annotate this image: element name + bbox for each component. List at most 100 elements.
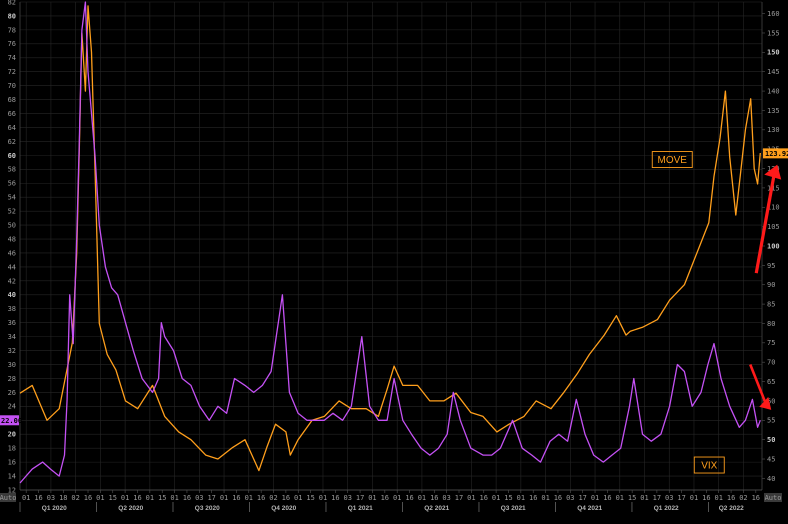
x-tick-label: 01 — [591, 494, 599, 502]
x-tick-label: 02 — [739, 494, 747, 502]
x-tick-label: 01 — [368, 494, 376, 502]
plot-area — [19, 1, 761, 484]
left-auto-box — [0, 493, 16, 502]
x-tick-label: 03 — [442, 494, 450, 502]
left-tick-label: 56 — [8, 180, 16, 188]
left-tick-label: 80 — [8, 12, 16, 20]
right-tick-label: 140 — [767, 87, 780, 95]
x-tick-label: 02 — [269, 494, 277, 502]
left-tick-label: 50 — [8, 221, 16, 229]
x-tick-label: 01 — [393, 494, 401, 502]
legend-vix-label: VIX — [701, 461, 717, 472]
left-tick-label: 70 — [8, 82, 16, 90]
left-tick-label: 54 — [8, 194, 16, 202]
annotations: 123.92 22.00 MOVE VIX — [0, 148, 788, 474]
left-tick-label: 44 — [8, 263, 16, 271]
quarter-label: Q4 2020 — [271, 505, 296, 512]
quarter-label: Q3 2020 — [195, 505, 220, 512]
left-tick-label: 82 — [8, 0, 16, 6]
x-tick-label: 17 — [653, 494, 661, 502]
left-tick-label: 40 — [8, 291, 16, 299]
series-line-move — [19, 5, 761, 472]
quarter-label: Q1 2021 — [348, 505, 373, 512]
left-tick-label: 78 — [8, 26, 16, 34]
vix-last-value-tag — [0, 415, 19, 426]
quarter-label: Q2 2021 — [424, 505, 449, 512]
left-tick-label: 68 — [8, 96, 16, 104]
left-tick-label: 66 — [8, 110, 16, 118]
x-tick-label: 01 — [146, 494, 154, 502]
left-tick-label: 28 — [8, 375, 16, 383]
left-tick-label: 62 — [8, 138, 16, 146]
x-tick-label: 16 — [232, 494, 240, 502]
x-tick-label: 03 — [195, 494, 203, 502]
x-tick-label: 16 — [133, 494, 141, 502]
x-tick-label: 01 — [492, 494, 500, 502]
arrow-down-head — [759, 396, 772, 410]
x-tick-label: 16 — [405, 494, 413, 502]
x-tick-label: 01 — [121, 494, 129, 502]
quarter-label: Q4 2021 — [577, 505, 602, 512]
x-tick-label: 03 — [566, 494, 574, 502]
move-last-value-text: 123.92 — [765, 150, 788, 158]
left-tick-label: 38 — [8, 305, 16, 313]
x-tick-label: 16 — [331, 494, 339, 502]
legend-move-box — [651, 151, 693, 168]
left-tick-label: 46 — [8, 249, 16, 257]
left-tick-label: 74 — [8, 54, 16, 62]
quarter-label: Q1 2020 — [42, 505, 67, 512]
x-tick-label: 15 — [628, 494, 636, 502]
x-tick-label: 17 — [207, 494, 215, 502]
x-tick-label: 02 — [71, 494, 79, 502]
x-tick-label: 01 — [467, 494, 475, 502]
right-auto-label: Auto — [765, 494, 782, 502]
left-tick-label: 18 — [8, 445, 16, 453]
quarter-label: Q2 2020 — [118, 505, 143, 512]
x-tick-label: 16 — [84, 494, 92, 502]
x-tick-label: 18 — [59, 494, 67, 502]
right-tick-label: 155 — [767, 29, 780, 37]
x-tick-label: 16 — [702, 494, 710, 502]
right-tick-label: 95 — [767, 262, 775, 270]
vix-last-value-text: 22.00 — [1, 417, 22, 425]
left-auto-label: Auto — [0, 494, 16, 502]
x-tick-label: 16 — [183, 494, 191, 502]
x-tick-label: 16 — [529, 494, 537, 502]
x-tick-label: 01 — [22, 494, 30, 502]
x-tick-label: 15 — [158, 494, 166, 502]
x-tick-label: 16 — [480, 494, 488, 502]
left-tick-label: 20 — [8, 431, 16, 439]
x-tick-label: 01 — [170, 494, 178, 502]
left-tick-label: 60 — [8, 152, 16, 160]
legend-move: MOVE — [651, 151, 693, 168]
x-tick-label: 16 — [430, 494, 438, 502]
left-tick-label: 24 — [8, 403, 16, 411]
x-axis: 01 16 03 18 02 16 01 15 01 16 01 15 01 16 03 17 01 16 01 16… — [19, 489, 762, 512]
quarter-label: Q2 2022 — [719, 505, 744, 512]
right-tick-label: 70 — [767, 359, 775, 367]
x-tick-label: 03 — [343, 494, 351, 502]
x-tick-label: 01 — [541, 494, 549, 502]
x-tick-label: 01 — [517, 494, 525, 502]
x-tick-label: 16 — [727, 494, 735, 502]
x-tick-label: 01 — [690, 494, 698, 502]
arrow-up-head — [764, 164, 782, 180]
legend-move-label: MOVE — [658, 155, 688, 166]
right-tick-label: 85 — [767, 300, 775, 308]
right-tick-label: 150 — [767, 49, 780, 57]
right-tick-label: 105 — [767, 223, 780, 231]
x-tick-label: 16 — [381, 494, 389, 502]
move-last-value-tag — [763, 148, 788, 159]
x-tick-label: 17 — [677, 494, 685, 502]
x-tick-label: 01 — [294, 494, 302, 502]
quarter-label: Q1 2022 — [654, 505, 679, 512]
x-tick-label: 17 — [356, 494, 364, 502]
x-tick-label: 16 — [282, 494, 290, 502]
right-tick-label: 60 — [767, 397, 775, 405]
x-tick-label: 01 — [616, 494, 624, 502]
x-tick-label: 17 — [455, 494, 463, 502]
right-tick-label: 80 — [767, 320, 775, 328]
x-tick-label: 01 — [245, 494, 253, 502]
x-tick-label: 03 — [47, 494, 55, 502]
left-tick-label: 72 — [8, 68, 16, 76]
